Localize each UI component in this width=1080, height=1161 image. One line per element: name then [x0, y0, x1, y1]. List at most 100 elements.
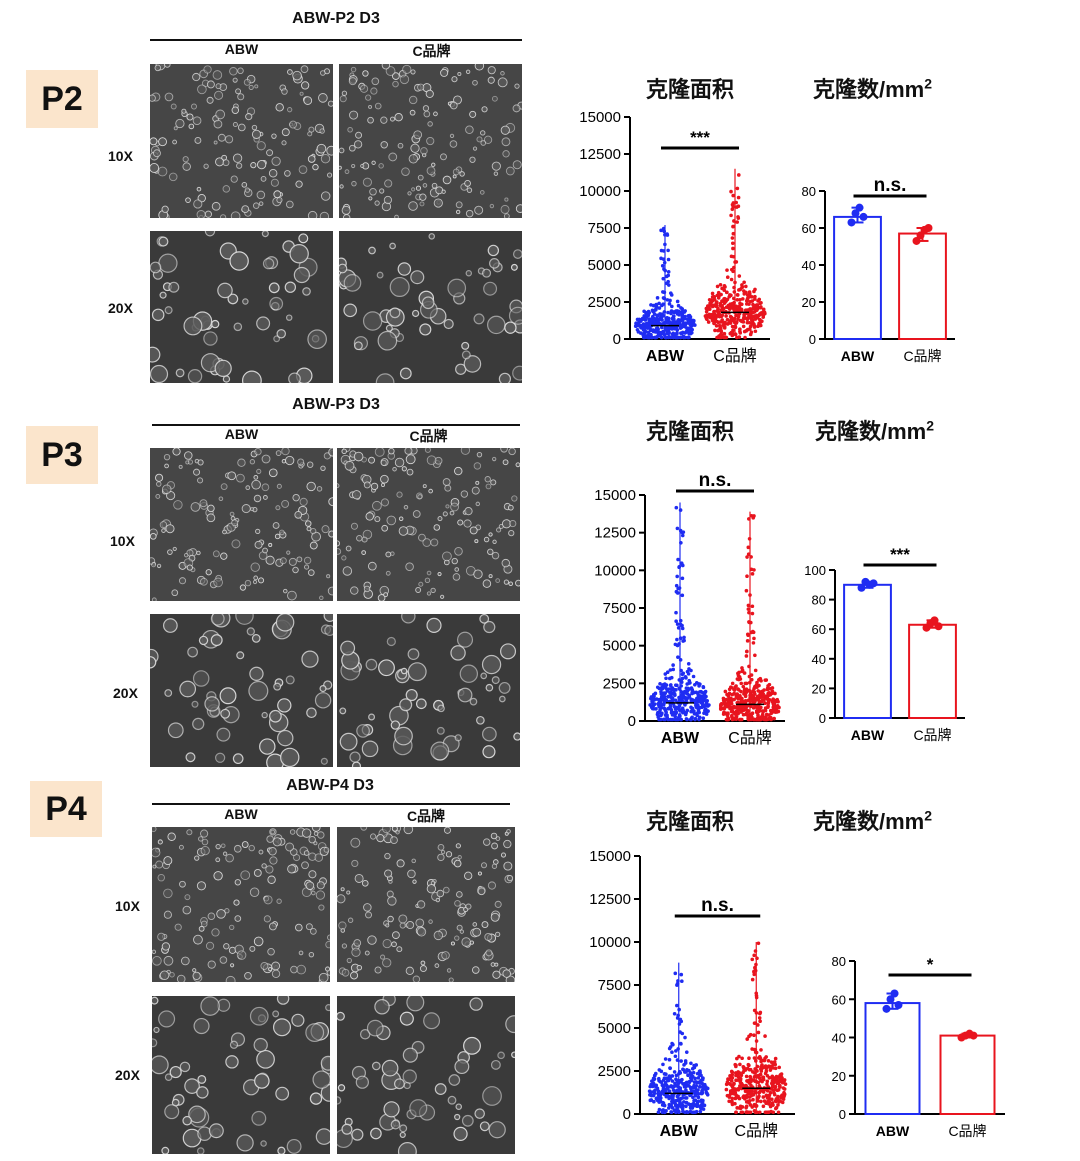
cell — [155, 473, 164, 482]
cell — [253, 494, 262, 503]
data-point — [692, 1063, 696, 1068]
data-point — [668, 321, 672, 325]
cell — [375, 373, 395, 383]
data-point — [759, 1059, 763, 1064]
data-point — [666, 279, 670, 284]
data-point — [642, 326, 647, 331]
cell — [326, 145, 333, 156]
data-point — [706, 709, 710, 713]
cell — [222, 375, 231, 383]
cell — [275, 1086, 290, 1101]
data-point — [746, 1091, 750, 1096]
cell — [295, 923, 303, 932]
data-point — [683, 1061, 688, 1065]
cell — [337, 1011, 345, 1021]
cell — [224, 135, 234, 144]
data-point — [722, 284, 727, 288]
data-point — [749, 1083, 753, 1088]
data-point — [711, 312, 716, 316]
data-point — [748, 1103, 753, 1107]
data-point — [634, 324, 638, 328]
data-point — [735, 293, 740, 297]
data-point — [718, 332, 723, 337]
cell — [235, 614, 254, 625]
cell — [268, 168, 278, 178]
cell — [426, 617, 442, 633]
data-point — [747, 320, 752, 325]
cell — [512, 104, 521, 113]
data-point — [648, 703, 652, 707]
cell — [484, 932, 493, 941]
data-point — [770, 1097, 774, 1102]
cell — [475, 501, 481, 507]
data-point — [758, 323, 762, 328]
cell — [511, 1051, 515, 1059]
data-point — [701, 1084, 705, 1089]
cell — [341, 90, 348, 96]
cell — [196, 210, 206, 218]
data-point — [715, 319, 719, 324]
cell — [159, 970, 170, 981]
data-point — [655, 313, 659, 318]
cell — [505, 166, 515, 176]
data-point — [859, 212, 868, 221]
cell — [164, 64, 171, 68]
data-point — [741, 684, 746, 689]
data-point — [681, 310, 685, 314]
data-point — [697, 705, 702, 710]
cell — [193, 934, 203, 945]
cell — [469, 997, 483, 1011]
cell — [415, 185, 422, 191]
cell — [474, 64, 485, 71]
cell — [459, 929, 465, 934]
cell — [240, 870, 251, 881]
data-point — [776, 1110, 781, 1115]
cell — [428, 919, 433, 924]
data-point — [666, 248, 670, 253]
data-point — [780, 1100, 785, 1105]
data-point — [744, 649, 749, 654]
cell — [233, 844, 242, 853]
y-tick-label: 5000 — [603, 638, 636, 655]
data-point — [733, 712, 738, 716]
cell — [378, 163, 384, 169]
cell — [399, 698, 413, 712]
cell — [497, 1051, 505, 1060]
cell — [273, 335, 281, 343]
data-point — [744, 1104, 749, 1109]
cell — [492, 456, 497, 462]
cell — [503, 839, 512, 849]
data-point — [723, 711, 728, 715]
cell — [249, 459, 256, 465]
cell — [182, 1115, 192, 1126]
data-point — [775, 1088, 780, 1093]
cell — [287, 69, 293, 75]
data-point — [758, 301, 762, 306]
data-point — [670, 1079, 675, 1083]
data-point — [668, 326, 672, 331]
cell — [210, 634, 223, 647]
data-point — [734, 684, 738, 688]
cell — [374, 448, 385, 457]
data-point — [661, 302, 665, 306]
cell — [337, 1084, 346, 1092]
cell — [193, 1017, 210, 1035]
data-point — [679, 1104, 684, 1109]
cell — [261, 231, 269, 238]
cell — [191, 700, 199, 708]
cell — [452, 168, 460, 176]
cell — [295, 180, 303, 188]
cell — [253, 575, 259, 581]
data-point — [740, 666, 744, 670]
cell — [193, 199, 203, 209]
cell — [394, 214, 399, 218]
data-point — [680, 1077, 684, 1082]
cell — [490, 832, 498, 840]
data-point — [746, 633, 750, 638]
micrograph-background — [150, 614, 333, 767]
cell — [447, 278, 467, 298]
data-point — [659, 1069, 664, 1074]
data-point — [667, 1057, 672, 1062]
cell — [382, 958, 392, 968]
cell — [192, 72, 201, 82]
